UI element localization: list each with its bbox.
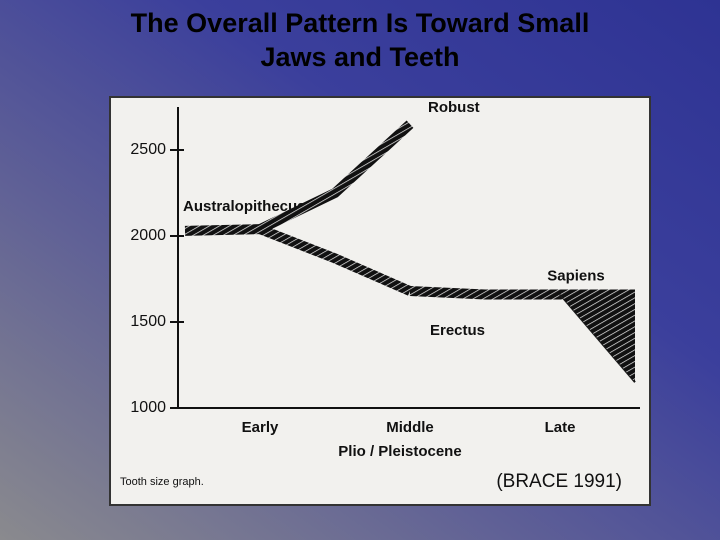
- y-tick-label: 2500: [130, 141, 166, 158]
- slide-title: The Overall Pattern Is Toward Small Jaws…: [0, 6, 720, 74]
- source: (BRACE 1991): [496, 471, 622, 492]
- series-line: [257, 120, 414, 234]
- series-line: [409, 286, 635, 300]
- series-label: Robust: [428, 99, 480, 116]
- x-tick-label: Early: [242, 419, 279, 436]
- chart-panel: [109, 96, 651, 506]
- series-line: [184, 224, 261, 236]
- caption: Tooth size graph.: [120, 476, 204, 488]
- x-axis-title: Plio / Pleistocene: [338, 443, 461, 460]
- y-tick-label: 2000: [130, 227, 166, 244]
- series-label: Erectus: [430, 322, 485, 339]
- decline-area: [560, 294, 635, 383]
- x-tick-label: Middle: [386, 419, 434, 436]
- x-tick-label: Late: [545, 419, 576, 436]
- y-tick-label: 1500: [130, 313, 166, 330]
- series-label: Australopithecus: [183, 198, 306, 215]
- y-tick-label: 1000: [130, 399, 166, 416]
- title-text: The Overall Pattern Is Toward Small Jaws…: [130, 8, 590, 72]
- series-label: Sapiens: [547, 267, 605, 284]
- series-line: [258, 224, 412, 296]
